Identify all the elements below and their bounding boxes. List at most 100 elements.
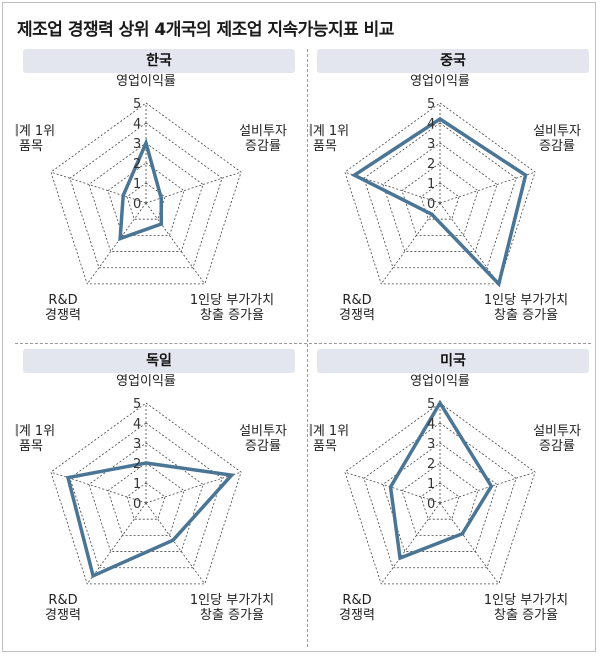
axis-label: 증감률 [245, 439, 281, 454]
axis-label: 창출 증가율 [200, 608, 264, 623]
axis-label: 품목 [19, 439, 43, 454]
grid-spoke [50, 171, 147, 204]
axis-label: 1인당 부가가치 [484, 593, 568, 608]
axis-label: 창출 증가율 [200, 308, 264, 323]
data-point [438, 117, 442, 121]
grid-spoke [86, 502, 147, 585]
data-point [118, 237, 122, 241]
axis-label: 세계 1위 [309, 124, 349, 139]
figure-title: 제조업 경쟁력 상위 4개국의 제조업 지속가능지표 비교 [17, 20, 394, 40]
horizontal-divider [15, 343, 591, 344]
vertical-divider [307, 49, 308, 647]
axis-label: 증감률 [539, 439, 575, 454]
tick-label: 0 [427, 197, 435, 212]
grid-spoke [439, 471, 536, 504]
tick-label: 5 [427, 397, 435, 412]
axis-label: 설비투자 [239, 124, 287, 139]
axis-label: 품목 [313, 439, 337, 454]
axis-label: 세계 1위 [309, 424, 349, 439]
grid-spoke [50, 471, 147, 504]
axis-label: 품목 [19, 139, 43, 154]
radar-panel-korea: 한국 0 1 2 3 4 5 영업이익률 설비투자 증감률 1인당 부가가치 창출 증가율 R&D 경쟁… [15, 49, 305, 349]
grid-ring [363, 422, 517, 569]
tick-label: 0 [427, 497, 435, 512]
grid-spoke [439, 502, 500, 585]
grid-ring [88, 142, 204, 252]
tick-label: 1 [427, 177, 435, 192]
axis-label: 영업이익률 [410, 74, 470, 89]
radar-panel-germany: 독일 0 1 2 3 4 5 영업이익률 설비투자 증감률 1인당 부가가치 창출 증가율 R&D 경쟁… [15, 349, 305, 649]
tick-label: 4 [427, 417, 435, 432]
grid-ring [126, 482, 166, 520]
data-point [121, 194, 125, 198]
tick-label: 3 [427, 137, 435, 152]
tick-label: 0 [133, 197, 141, 212]
axis-label: 설비투자 [533, 424, 581, 439]
data-point [91, 574, 95, 578]
data-point [144, 461, 148, 465]
axis-label: 1인당 부가가치 [484, 293, 568, 308]
tick-label: 3 [133, 137, 141, 152]
axis-label: 세계 1위 [15, 424, 55, 439]
axis-label: 영업이익률 [410, 374, 470, 389]
data-point [171, 538, 175, 542]
grid-spoke [380, 202, 441, 285]
panel-header: 한국 [23, 49, 295, 73]
data-point [159, 222, 163, 226]
tick-label: 2 [427, 157, 435, 172]
data-point [460, 532, 464, 536]
panel-header: 미국 [317, 349, 589, 373]
tick-label: 1 [133, 477, 141, 492]
grid-ring [382, 142, 498, 252]
tick-label: 5 [427, 97, 435, 112]
tick-label: 3 [133, 437, 141, 452]
grid-spoke [439, 171, 536, 204]
series-line [350, 116, 528, 288]
axis-label: 경쟁력 [45, 308, 81, 323]
radar-grid [50, 102, 242, 285]
panel-header: 중국 [317, 49, 589, 73]
grid-spoke [86, 202, 147, 285]
axis-label: R&D [48, 593, 77, 608]
tick-label: 0 [133, 497, 141, 512]
tick-label: 2 [133, 157, 141, 172]
grid-ring [69, 422, 223, 569]
data-point [66, 476, 70, 480]
axis-label: 창출 증가율 [494, 308, 558, 323]
data-point [489, 484, 493, 488]
radar-panel-usa: 미국 0 1 2 3 4 5 영업이익률 설비투자 증감률 1인당 부가가치 창출 증가율 R&D 경쟁… [309, 349, 599, 649]
grid-ring [401, 162, 479, 236]
data-point [438, 401, 442, 405]
grid-ring [420, 182, 460, 220]
axis-label: 1인당 부가가치 [190, 293, 274, 308]
axis-label: 창출 증가율 [494, 608, 558, 623]
axis-label: R&D [342, 293, 371, 308]
grid-ring [420, 482, 460, 520]
tick-label: 3 [427, 437, 435, 452]
data-point [524, 173, 528, 177]
grid-spoke [145, 471, 242, 504]
axis-label: 영업이익률 [116, 74, 176, 89]
grid-ring [107, 462, 185, 536]
grid-ring [382, 442, 498, 552]
radar-grid [50, 402, 242, 585]
grid-spoke [439, 202, 500, 285]
axis-label: 설비투자 [239, 424, 287, 439]
tick-label: 5 [133, 97, 141, 112]
data-point [497, 282, 501, 286]
series-line [118, 137, 164, 242]
grid-ring [401, 462, 479, 536]
tick-label: 4 [133, 117, 141, 132]
grid-ring [344, 402, 536, 585]
data-point [159, 196, 163, 200]
data-point [430, 212, 434, 216]
grid-ring [126, 182, 166, 220]
radar-grid [344, 102, 536, 285]
tick-label: 2 [427, 457, 435, 472]
grid-ring [107, 162, 185, 236]
